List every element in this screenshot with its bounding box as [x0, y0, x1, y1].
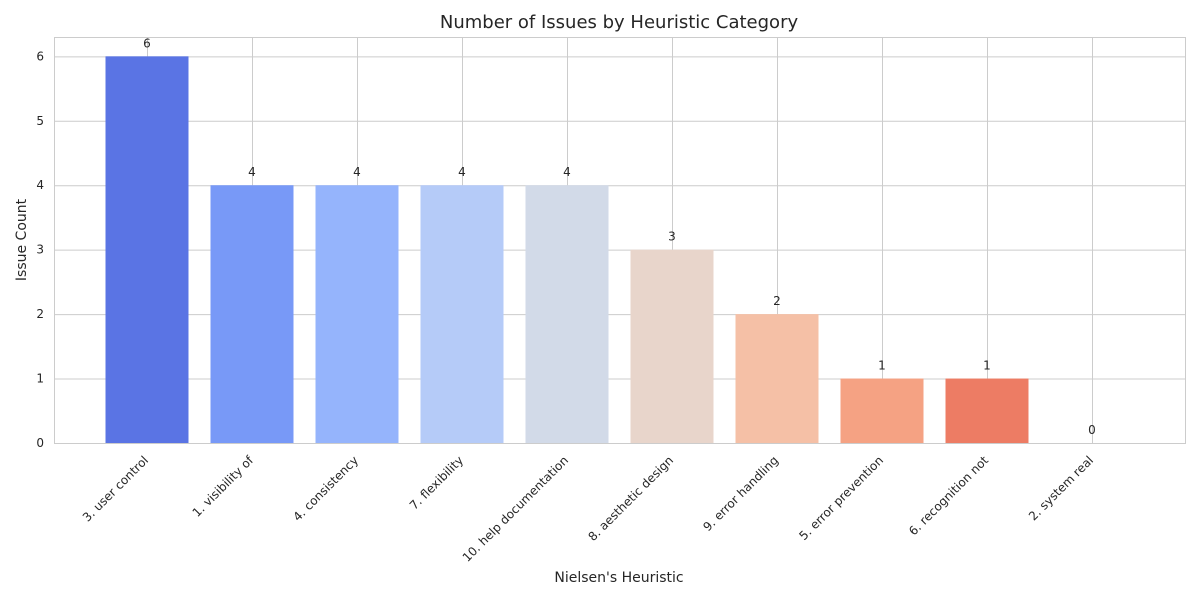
y-tick-label: 4: [36, 178, 44, 192]
x-tick-label: 10. help documentation: [460, 453, 571, 564]
x-tick-label: 9. error handling: [700, 453, 781, 534]
bar-value-label: 1: [983, 359, 991, 373]
x-tick-label: 1. visibility of: [190, 453, 257, 520]
bar: [630, 249, 714, 443]
bar-value-label: 4: [353, 165, 361, 179]
bar-value-label: 4: [248, 165, 256, 179]
bar: [735, 314, 819, 443]
bar: [210, 185, 294, 443]
y-tick-label: 3: [36, 243, 44, 257]
x-tick-label: 6. recognition not: [906, 453, 991, 538]
y-tick-label: 5: [36, 114, 44, 128]
bar: [105, 56, 189, 443]
bar-value-label: 6: [143, 36, 151, 50]
y-axis-label: Issue Count: [14, 198, 30, 281]
bars: [105, 56, 1029, 443]
y-tick-label: 2: [36, 307, 44, 321]
x-axis-ticks: 3. user control 1. visibility of 4. consis…: [80, 453, 1096, 565]
bar-value-label: 4: [563, 165, 571, 179]
bar-value-label: 2: [773, 294, 781, 308]
bar: [315, 185, 399, 443]
bar: [420, 185, 504, 443]
y-tick-label: 0: [36, 436, 44, 450]
x-tick-label: 7. flexibility: [407, 453, 466, 512]
y-axis-ticks: 0 1 2 3 4 5 6: [36, 49, 44, 450]
bar: [525, 185, 609, 443]
bar: [945, 378, 1029, 443]
x-tick-label: 4. consistency: [290, 453, 361, 524]
x-tick-label: 8. aesthetic design: [585, 453, 676, 544]
plot-frame: [54, 37, 1186, 444]
x-tick-label: 3. user control: [80, 453, 151, 524]
chart-title: Number of Issues by Heuristic Category: [440, 12, 799, 33]
bar-value-label: 1: [878, 359, 886, 373]
data-labels: 6 4 4 4 4 3 2 1 1 0: [143, 36, 1096, 437]
x-tick-label: 5. error prevention: [796, 453, 886, 543]
bar: [840, 378, 924, 443]
bar-value-label: 4: [458, 165, 466, 179]
y-tick-label: 1: [36, 372, 44, 386]
bar-value-label: 3: [668, 230, 676, 244]
y-tick-label: 6: [36, 49, 44, 63]
bar-value-label: 0: [1088, 423, 1096, 437]
x-tick-label: 2. system real: [1026, 453, 1096, 523]
x-axis-label: Nielsen's Heuristic: [554, 570, 683, 586]
